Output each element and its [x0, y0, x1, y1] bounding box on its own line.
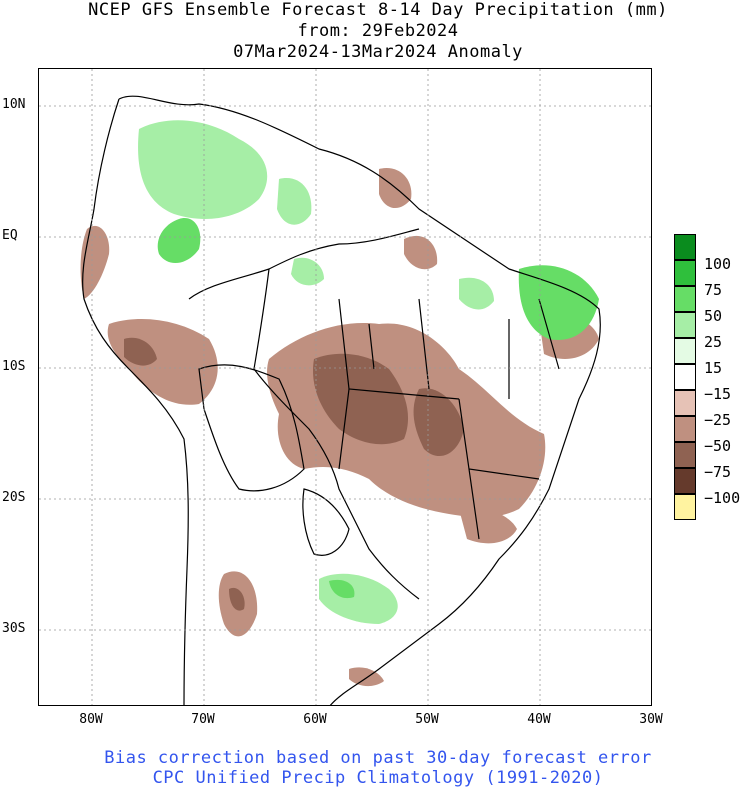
- legend-swatch-1: [674, 260, 696, 286]
- dry-region-guianas: [404, 235, 438, 270]
- legend-label-15: 15: [704, 359, 723, 377]
- lat-label-20s: 20S: [2, 490, 26, 505]
- wet-region-northeast: [518, 265, 599, 340]
- wet-anomaly-regions: [138, 120, 599, 624]
- dry-region-uruguay: [349, 667, 384, 687]
- wet-region-colombia: [157, 218, 201, 264]
- legend-label-75: 75: [704, 281, 723, 299]
- bolivia-border: [198, 364, 305, 492]
- wet-region-venezuela: [138, 120, 268, 219]
- legend-label-neg75: −75: [704, 463, 732, 481]
- lon-label-80w: 80W: [79, 712, 103, 727]
- dry-region-argentina-core: [229, 587, 245, 611]
- legend-swatch-6: [674, 390, 696, 416]
- legend-label-neg100: −100: [704, 489, 741, 507]
- lon-label-70w: 70W: [191, 712, 215, 727]
- legend-label-neg50: −50: [704, 437, 732, 455]
- lon-label-60w: 60W: [303, 712, 327, 727]
- lon-label-40w: 40W: [527, 712, 551, 727]
- legend-label-neg15: −15: [704, 385, 732, 403]
- wet-region-south-brazil-core: [329, 579, 355, 599]
- legend-swatch-3: [674, 312, 696, 338]
- legend-label-100: 100: [704, 255, 732, 273]
- graticule: [39, 69, 651, 705]
- lon-label-30w: 30W: [639, 712, 663, 727]
- wet-region-guyana: [277, 178, 312, 225]
- dry-region-ecuador: [80, 225, 110, 299]
- dry-region-dark-core-2: [413, 388, 464, 457]
- footer-climatology-note: CPC Unified Precip Climatology (1991-202…: [152, 768, 604, 788]
- legend-label-neg25: −25: [704, 411, 732, 429]
- paraguay-border: [302, 488, 350, 556]
- precip-anomaly-map: [39, 69, 651, 705]
- legend-swatch-5: [674, 364, 696, 390]
- wet-region-amazon-north: [291, 257, 324, 286]
- legend-swatch-8: [674, 442, 696, 468]
- lat-label-30s: 30S: [2, 621, 26, 636]
- lat-label-10n: 10N: [2, 97, 26, 112]
- map-issue-date: from: 29Feb2024: [297, 21, 459, 41]
- lon-label-50w: 50W: [415, 712, 439, 727]
- lat-label-10s: 10S: [2, 359, 26, 374]
- dry-region-dark-core: [313, 353, 409, 445]
- borders: [82, 95, 601, 705]
- legend-label-25: 25: [704, 333, 723, 351]
- map-valid-period: 07Mar2024-13Mar2024 Anomaly: [233, 42, 523, 62]
- map-title: NCEP GFS Ensemble Forecast 8-14 Day Prec…: [88, 0, 668, 20]
- dry-region-southeast: [459, 507, 517, 544]
- legend-swatch-10: [674, 494, 696, 520]
- state-borders: [338, 298, 560, 540]
- dry-region-west-amazon: [107, 319, 218, 405]
- legend-swatch-7: [674, 416, 696, 442]
- footer-bias-note: Bias correction based on past 30-day for…: [104, 748, 652, 768]
- wet-region-northeast-light: [459, 277, 494, 310]
- legend-swatch-9: [674, 468, 696, 494]
- dry-region-peru-core: [124, 337, 157, 366]
- brazil-border: [188, 228, 420, 600]
- lat-label-eq: EQ: [2, 228, 18, 243]
- legend-swatch-2: [674, 286, 696, 312]
- south-america-west-coast: [82, 98, 189, 705]
- legend-label-50: 50: [704, 307, 723, 325]
- map-area: [38, 68, 652, 706]
- legend-swatch-4: [674, 338, 696, 364]
- legend-swatch-0: [674, 234, 696, 260]
- south-america-coastline: [118, 95, 601, 705]
